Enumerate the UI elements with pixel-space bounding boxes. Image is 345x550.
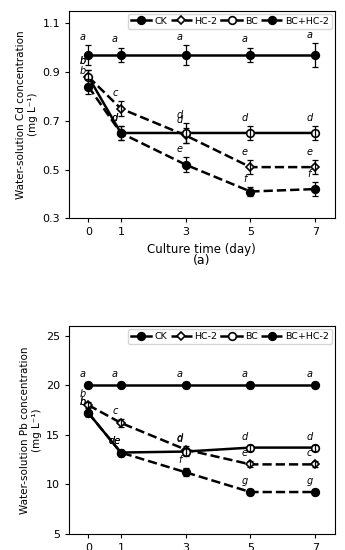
Text: d: d (177, 115, 183, 125)
Legend: CK, HC-2, BC, BC+HC-2: CK, HC-2, BC, BC+HC-2 (128, 329, 332, 344)
Y-axis label: Water-solution Pb concentration
(mg L⁻¹): Water-solution Pb concentration (mg L⁻¹) (20, 346, 42, 514)
Text: (a): (a) (193, 254, 210, 267)
Text: a: a (306, 370, 312, 379)
Legend: CK, HC-2, BC, BC+HC-2: CK, HC-2, BC, BC+HC-2 (128, 14, 332, 29)
Text: f: f (243, 173, 246, 184)
Text: c: c (112, 88, 118, 98)
Text: f: f (308, 169, 311, 179)
Text: d: d (241, 113, 248, 123)
Text: a: a (241, 370, 248, 379)
Text: b: b (79, 389, 86, 399)
X-axis label: Culture time (day): Culture time (day) (147, 243, 256, 256)
Text: b: b (79, 57, 86, 67)
Text: d: d (112, 113, 118, 123)
Text: e: e (241, 448, 248, 458)
Text: e: e (177, 144, 183, 154)
Text: de: de (109, 437, 121, 447)
Text: a: a (112, 370, 118, 379)
Text: d: d (112, 113, 118, 123)
Text: de: de (109, 437, 121, 447)
Text: a: a (177, 32, 183, 42)
Text: g: g (306, 476, 313, 486)
Text: c: c (112, 406, 118, 416)
Text: b: b (79, 397, 86, 407)
Text: b: b (79, 66, 86, 76)
Text: a: a (306, 30, 312, 40)
Text: a: a (80, 370, 86, 379)
Text: b: b (79, 397, 86, 407)
Text: d: d (306, 113, 313, 123)
Text: b: b (79, 57, 86, 67)
Text: d: d (177, 110, 183, 120)
Text: e: e (306, 147, 312, 157)
Text: e: e (241, 147, 248, 157)
Text: a: a (177, 370, 183, 379)
Text: a: a (112, 35, 118, 45)
Text: a: a (241, 35, 248, 45)
Text: c: c (307, 448, 312, 458)
Text: f: f (178, 455, 181, 465)
Text: d: d (306, 432, 313, 442)
Y-axis label: Water-solution Cd concentration
(mg L⁻¹): Water-solution Cd concentration (mg L⁻¹) (17, 30, 38, 199)
Text: g: g (241, 476, 248, 486)
Text: d: d (177, 434, 183, 444)
Text: d: d (241, 432, 248, 442)
Text: d: d (177, 432, 183, 443)
Text: a: a (80, 32, 86, 42)
